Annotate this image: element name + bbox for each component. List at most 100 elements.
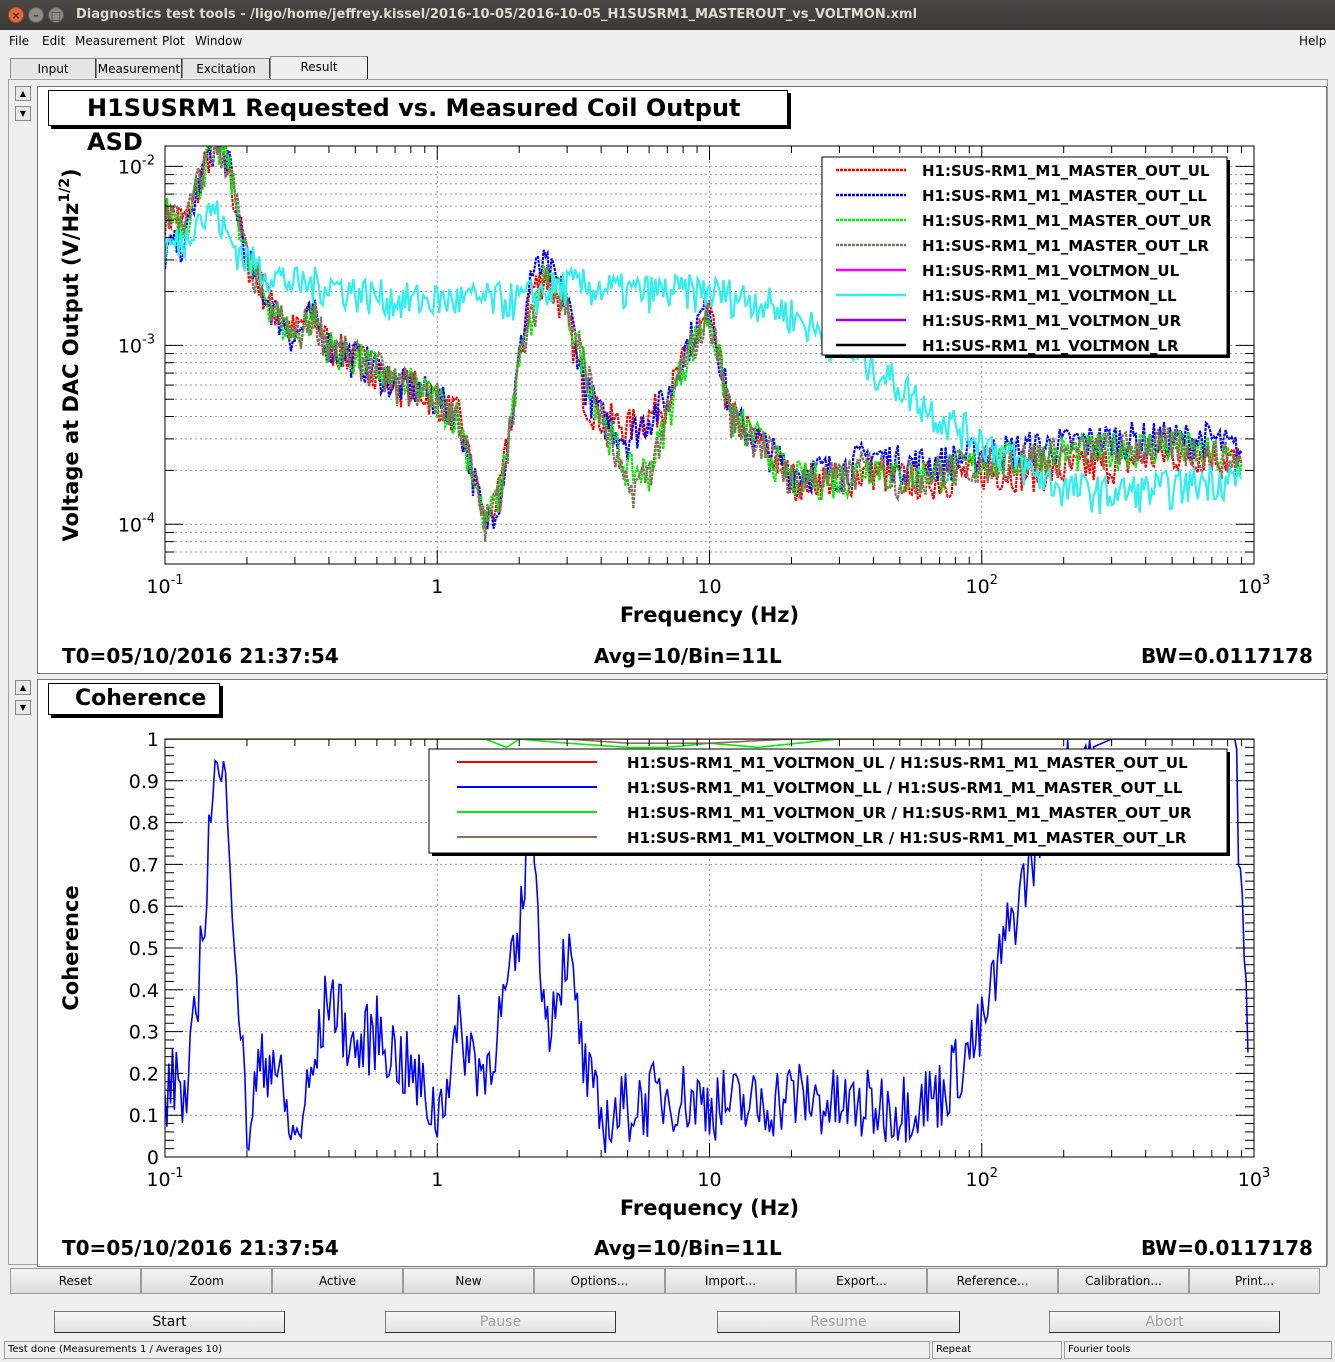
y-axis-label: Voltage at DAC Output (V/Hz1/2) [57, 168, 83, 541]
x-tick-label-4: 103 [1238, 1166, 1270, 1191]
series-group [165, 146, 1243, 542]
x-tick-label-0: 10-1 [146, 573, 183, 598]
legend-label-1: H1:SUS-RM1_M1_MASTER_OUT_LL [922, 187, 1207, 205]
bottom-bw-label: BW=0.0117178 [1141, 1236, 1313, 1260]
tab-input[interactable]: Input [10, 58, 96, 78]
top-t0-label: T0=05/10/2016 21:37:54 [62, 644, 339, 668]
reset-button[interactable]: Reset [10, 1268, 141, 1294]
y-tick-label-0: 0 [147, 1147, 159, 1169]
y-axis: 10-2 10-3 10-4 Voltage at DAC Output (V/Hz1… [57, 153, 1254, 565]
legend-label-6: H1:SUS-RM1_M1_VOLTMON_UR [922, 312, 1182, 330]
legend-label-5: H1:SUS-RM1_M1_VOLTMON_LL [922, 287, 1177, 305]
legend-label-7: H1:SUS-RM1_M1_VOLTMON_LR [922, 337, 1179, 355]
top-plot-title: H1SUSRM1 Requested vs. Measured Coil Out… [48, 90, 788, 156]
y-axis-label: Coherence [59, 885, 83, 1010]
pause-button[interactable]: Pause [385, 1311, 616, 1333]
y-tick-label-3: 0.3 [129, 1022, 159, 1044]
legend: H1:SUS-RM1_M1_VOLTMON_UL / H1:SUS-RM1_M1… [428, 748, 1230, 856]
y-tick-label-8: 0.8 [129, 813, 159, 835]
x-tick-label-2: 10 [697, 1169, 721, 1191]
y-tick-label-2: 0.2 [129, 1063, 159, 1085]
x-tick-label-0: 10-1 [146, 1166, 183, 1191]
legend-label-0: H1:SUS-RM1_M1_MASTER_OUT_UL [922, 162, 1210, 180]
series-line-1 [165, 146, 1243, 530]
bottom-avg-label: Avg=10/Bin=11L [594, 1236, 782, 1260]
menu-file[interactable]: File [9, 34, 30, 48]
legend-label-1: H1:SUS-RM1_M1_VOLTMON_LL / H1:SUS-RM1_M1… [627, 779, 1183, 797]
tab-result[interactable]: Result [270, 56, 368, 80]
tab-bar: Input Measurement Excitation Result [0, 56, 1335, 80]
top-pad-down-button[interactable]: ▼ [15, 106, 31, 121]
active-button[interactable]: Active [272, 1268, 403, 1294]
x-axis-label: Frequency (Hz) [620, 1196, 799, 1220]
bottom-pad-up-button[interactable]: ▲ [15, 680, 31, 695]
menu-plot[interactable]: Plot [162, 34, 185, 48]
menu-window[interactable]: Window [195, 34, 243, 48]
y-tick-label-10: 1 [147, 729, 159, 751]
y-tick-label-0: 10-2 [118, 153, 155, 178]
window-title: Diagnostics test tools - /ligo/home/jeff… [76, 7, 918, 22]
bottom-pad-down-button[interactable]: ▼ [15, 700, 31, 715]
asd-chart[interactable]: 10-1 1 10 102 103 Frequency (Hz) 10-2 10-3 10-4 V… [38, 87, 1326, 673]
maximize-window-button[interactable]: □ [48, 7, 64, 23]
resume-button[interactable]: Resume [717, 1311, 960, 1333]
status-repeat: Repeat [932, 1341, 1062, 1359]
status-message: Test done (Measurements 1 / Averages 10) [4, 1341, 930, 1359]
coherence-chart[interactable]: 10-1 1 10 102 103 Frequency (Hz) 0 0.1 0.2 0.3 0.4… [38, 680, 1326, 1266]
x-tick-label-1: 1 [431, 576, 443, 598]
y-axis: 0 0.1 0.2 0.3 0.4 0.5 0.6 0.7 0.8 0.9 1 Coherence [59, 729, 1254, 1169]
calibration-button[interactable]: Calibration... [1058, 1268, 1189, 1294]
x-tick-label-4: 103 [1238, 573, 1270, 598]
start-button[interactable]: Start [54, 1311, 285, 1333]
top-pad-up-button[interactable]: ▲ [15, 86, 31, 101]
legend-label-4: H1:SUS-RM1_M1_VOLTMON_UL [922, 262, 1180, 280]
top-avg-label: Avg=10/Bin=11L [594, 644, 782, 668]
tab-excitation[interactable]: Excitation [182, 58, 270, 78]
reference-button[interactable]: Reference... [927, 1268, 1058, 1294]
bottom-plot-title: Coherence [48, 683, 220, 715]
minimize-window-button[interactable]: – [28, 7, 44, 23]
legend-label-3: H1:SUS-RM1_M1_MASTER_OUT_LR [922, 237, 1209, 255]
y-tick-label-1: 0.1 [129, 1105, 159, 1127]
abort-button[interactable]: Abort [1049, 1311, 1280, 1333]
x-tick-label-1: 1 [431, 1169, 443, 1191]
legend-label-2: H1:SUS-RM1_M1_MASTER_OUT_UR [922, 212, 1212, 230]
y-tick-label-1: 10-3 [118, 332, 155, 357]
legend-label-3: H1:SUS-RM1_M1_VOLTMON_LR / H1:SUS-RM1_M1… [627, 829, 1187, 847]
export-button[interactable]: Export... [796, 1268, 927, 1294]
series-line-5 [165, 200, 1243, 514]
x-axis: 10-1 1 10 102 103 Frequency (Hz) [146, 146, 1270, 627]
x-axis: 10-1 1 10 102 103 Frequency (Hz) [146, 739, 1270, 1220]
menu-edit[interactable]: Edit [42, 34, 66, 48]
y-tick-label-2: 10-4 [118, 511, 155, 536]
legend: H1:SUS-RM1_M1_MASTER_OUT_UL H1:SUS-RM1_M1… [821, 156, 1230, 358]
menu-help[interactable]: Help [1299, 34, 1327, 48]
close-window-button[interactable]: × [8, 7, 24, 23]
bottom-plot-pad: 10-1 1 10 102 103 Frequency (Hz) 0 0.1 0.2 0.3 0.4… [37, 679, 1327, 1267]
y-tick-label-7: 0.7 [129, 854, 159, 876]
bottom-t0-label: T0=05/10/2016 21:37:54 [62, 1236, 339, 1260]
window-titlebar: × – □ Diagnostics test tools - /ligo/hom… [0, 0, 1335, 30]
import-button[interactable]: Import... [665, 1268, 796, 1294]
y-tick-label-9: 0.9 [129, 771, 159, 793]
y-tick-label-6: 0.6 [129, 896, 159, 918]
menu-measurement[interactable]: Measurement [75, 34, 158, 48]
y-tick-label-4: 0.4 [129, 980, 159, 1002]
tab-measurement[interactable]: Measurement [96, 58, 182, 78]
print-button[interactable]: Print... [1189, 1268, 1320, 1294]
new-button[interactable]: New [403, 1268, 534, 1294]
x-tick-label-3: 102 [966, 573, 998, 598]
plot-button-row: Reset Zoom Active New Options... Import.… [8, 1268, 1328, 1294]
x-tick-label-2: 10 [697, 576, 721, 598]
options-button[interactable]: Options... [534, 1268, 665, 1294]
status-fourier-tools: Fourier tools [1064, 1341, 1332, 1359]
legend-label-2: H1:SUS-RM1_M1_VOLTMON_UR / H1:SUS-RM1_M1… [627, 804, 1192, 822]
y-tick-label-5: 0.5 [129, 938, 159, 960]
zoom-button[interactable]: Zoom [141, 1268, 272, 1294]
top-plot-pad: 10-1 1 10 102 103 Frequency (Hz) 10-2 10-3 10-4 V… [37, 86, 1327, 674]
menu-bar: File Edit Measurement Plot Window Help [0, 30, 1335, 52]
x-tick-label-3: 102 [966, 1166, 998, 1191]
top-bw-label: BW=0.0117178 [1141, 644, 1313, 668]
x-axis-label: Frequency (Hz) [620, 603, 799, 627]
legend-label-0: H1:SUS-RM1_M1_VOLTMON_UL / H1:SUS-RM1_M1… [627, 754, 1188, 772]
